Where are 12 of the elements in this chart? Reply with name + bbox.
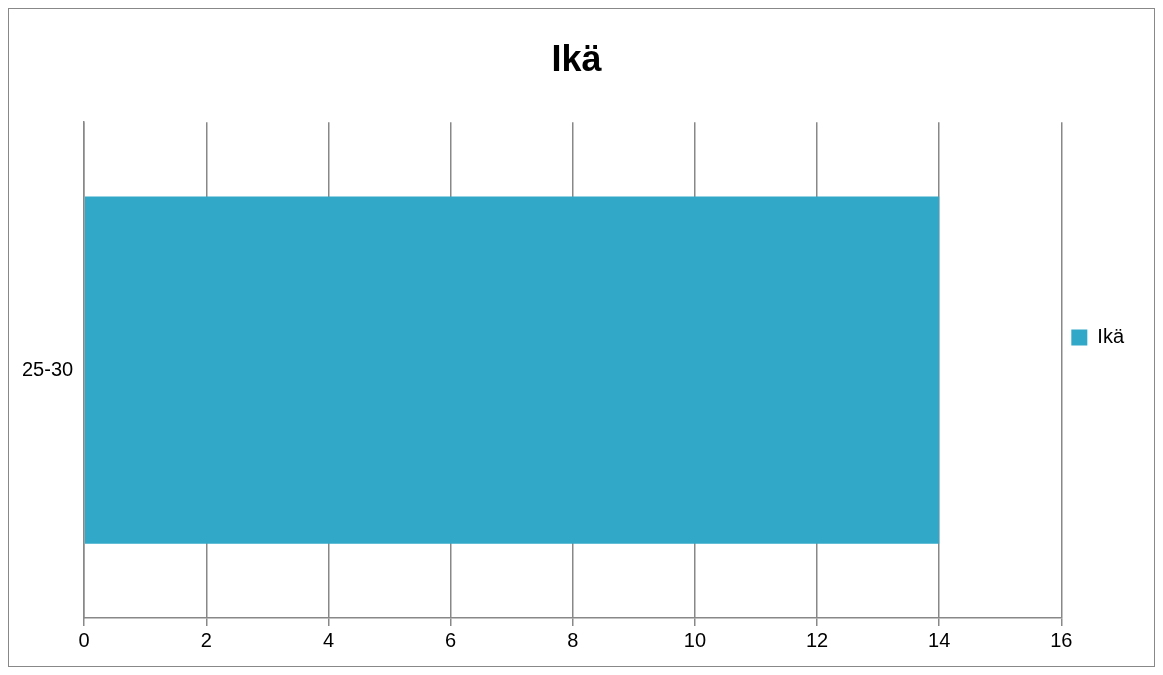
chart-title: Ikä xyxy=(551,37,603,79)
x-tick-label: 8 xyxy=(567,628,579,651)
x-tick-label: 10 xyxy=(683,628,707,651)
x-tick-label: 16 xyxy=(1050,628,1073,651)
legend-label: Ikä xyxy=(1097,325,1125,348)
x-tick-label: 2 xyxy=(200,628,212,651)
x-tick-label: 6 xyxy=(445,628,457,651)
x-tick-label: 12 xyxy=(805,628,829,651)
x-tick-label: 4 xyxy=(322,628,335,651)
x-tick-label: 0 xyxy=(78,628,90,651)
y-tick-label: 25-30 xyxy=(22,357,74,380)
x-tick-label: 14 xyxy=(928,628,951,651)
